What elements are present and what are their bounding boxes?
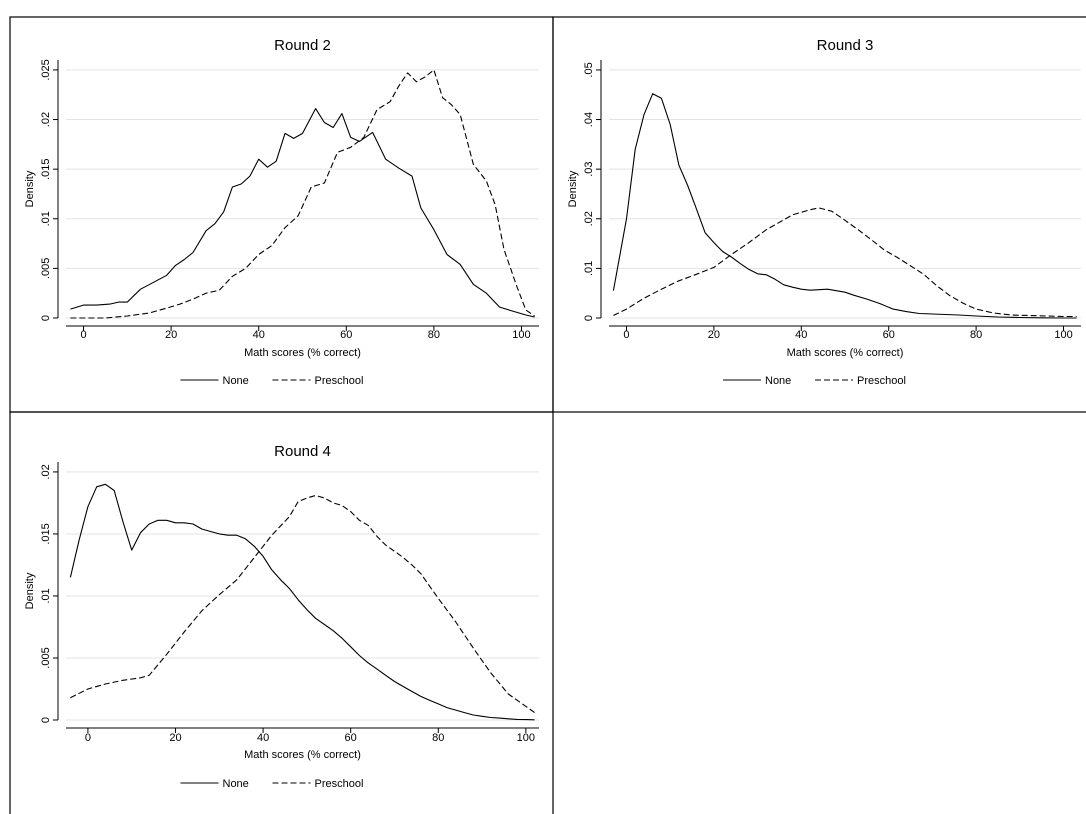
legend: None Preschool — [180, 375, 364, 387]
x-tick-label: 100 — [1054, 329, 1072, 341]
y-axis-label: Density — [567, 170, 579, 207]
legend: None Preschool — [180, 778, 364, 790]
series-line-none — [69, 483, 535, 721]
chart-panel-round-2: Round 2 Math scores (% correct) Density … — [24, 37, 539, 387]
y-tick-label: .02 — [40, 464, 52, 479]
y-tick-label: .005 — [40, 647, 52, 668]
gridlines — [66, 471, 539, 721]
x-tick-label: 0 — [80, 329, 86, 341]
x-tick-label: 80 — [970, 329, 982, 341]
x-axis-label: Math scores (% correct) — [787, 347, 904, 359]
legend-label-preschool: Preschool — [315, 778, 364, 790]
y-tick-label: .025 — [40, 59, 52, 80]
y-tick-label: .03 — [583, 162, 595, 177]
x-tick-label: 60 — [883, 329, 895, 341]
series-line-preschool — [70, 69, 535, 319]
legend-label-preschool: Preschool — [857, 375, 906, 387]
x-tick-label: 80 — [428, 329, 440, 341]
y-tick-label: .01 — [583, 261, 595, 276]
y-axis-label: Density — [24, 572, 36, 609]
series-line-preschool — [70, 494, 535, 714]
y-tick-label: .05 — [583, 62, 595, 77]
x-tick-label: 100 — [512, 329, 530, 341]
panel-frame-round-3 — [552, 16, 1086, 413]
chart-title: Round 2 — [274, 37, 331, 54]
chart-panel-round-4: Round 4 Math scores (% correct) Density … — [24, 443, 539, 790]
y-tick-label: .02 — [583, 211, 595, 226]
gridlines — [66, 69, 539, 319]
legend-label-none: None — [223, 778, 249, 790]
x-tick-label: 20 — [169, 732, 181, 744]
x-tick-label: 20 — [708, 329, 720, 341]
x-tick-label: 0 — [85, 732, 91, 744]
legend-label-none: None — [765, 375, 791, 387]
legend-label-preschool: Preschool — [315, 375, 364, 387]
y-tick-label: .015 — [40, 523, 52, 544]
y-tick-label: 0 — [40, 717, 52, 723]
x-tick-label: 40 — [257, 732, 269, 744]
legend-label-none: None — [223, 375, 249, 387]
chart-panel-round-3: Round 3 Math scores (% correct) Density … — [567, 37, 1081, 387]
y-tick-label: .04 — [583, 112, 595, 127]
x-tick-label: 100 — [517, 732, 535, 744]
y-tick-label: .015 — [40, 158, 52, 179]
y-tick-label: 0 — [40, 315, 52, 321]
x-tick-label: 60 — [345, 732, 357, 744]
y-tick-label: .005 — [40, 258, 52, 279]
y-tick-label: .01 — [40, 211, 52, 226]
x-tick-label: 80 — [432, 732, 444, 744]
x-axis-label: Math scores (% correct) — [244, 749, 361, 761]
series-line-none — [70, 108, 535, 318]
y-tick-label: 0 — [583, 315, 595, 321]
y-tick-label: .01 — [40, 588, 52, 603]
x-tick-label: 40 — [795, 329, 807, 341]
y-tick-label: .02 — [40, 112, 52, 127]
chart-title: Round 4 — [274, 443, 331, 460]
x-tick-label: 40 — [253, 329, 265, 341]
panel-frame-round-4 — [9, 411, 554, 814]
series-line-preschool — [613, 207, 1077, 318]
x-tick-label: 0 — [623, 329, 629, 341]
gridlines — [609, 69, 1081, 319]
x-tick-label: 60 — [340, 329, 352, 341]
chart-title: Round 3 — [817, 37, 874, 54]
y-axis-label: Density — [24, 170, 36, 207]
x-axis-label: Math scores (% correct) — [244, 347, 361, 359]
legend: None Preschool — [723, 375, 906, 387]
x-tick-label: 20 — [165, 329, 177, 341]
series-line-none — [612, 93, 1077, 319]
